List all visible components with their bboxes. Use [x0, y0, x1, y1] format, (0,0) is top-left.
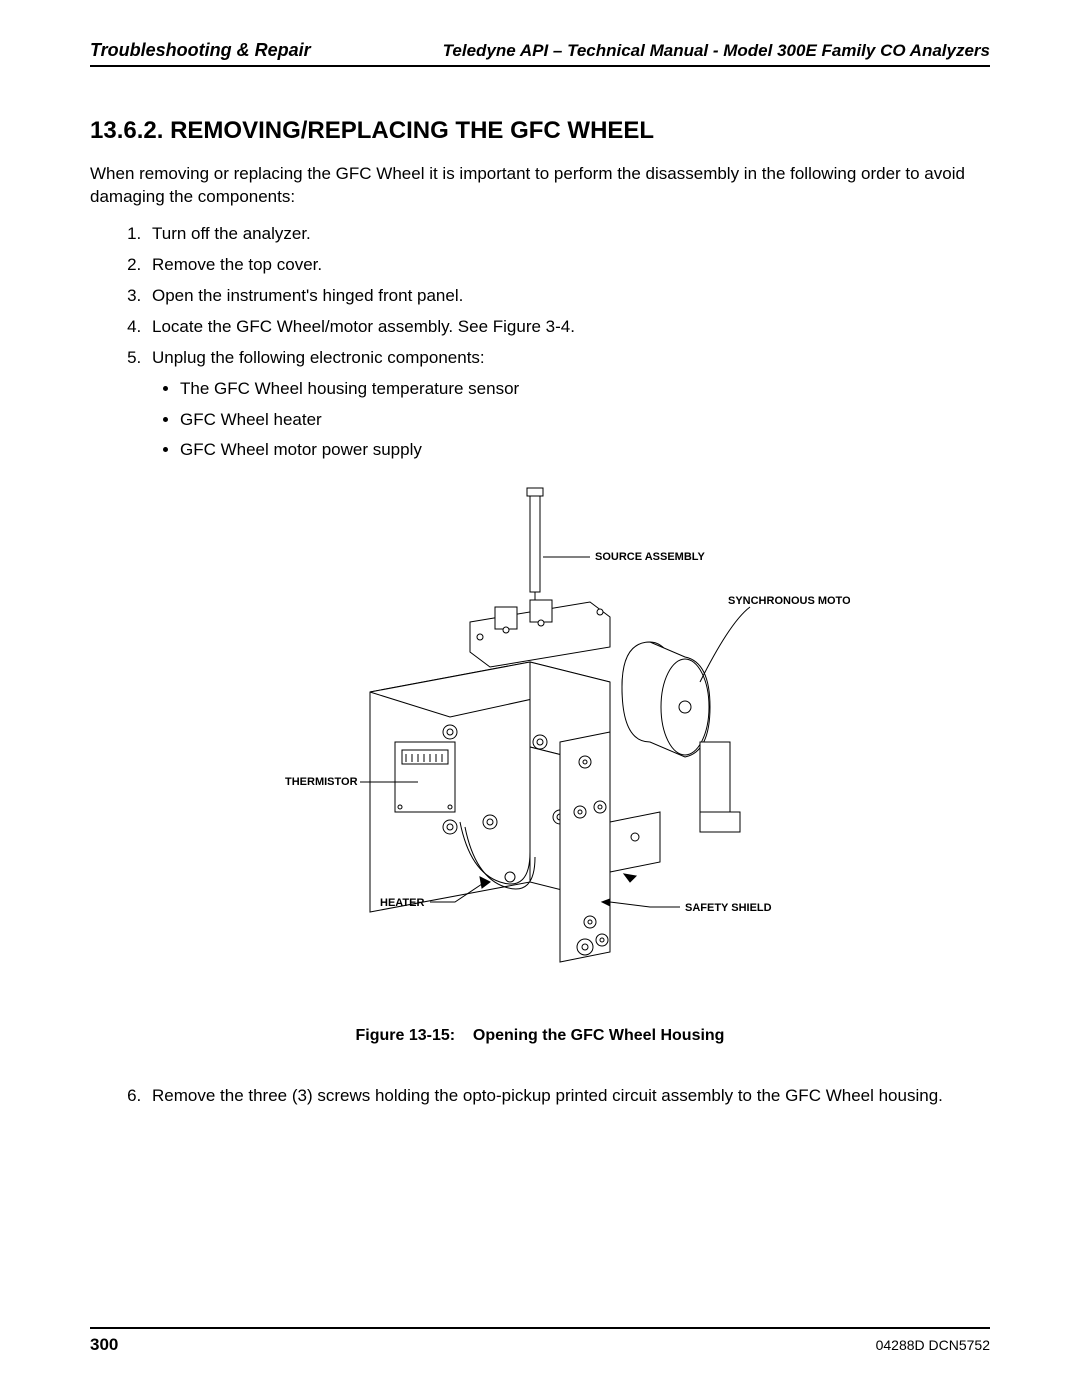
section-heading: 13.6.2. REMOVING/REPLACING THE GFC WHEEL	[90, 117, 990, 145]
label-synchronous-motor: SYNCHRONOUS MOTOR	[728, 595, 850, 607]
bullet-item: The GFC Wheel housing temperature sensor	[180, 378, 990, 401]
caption-text: Opening the GFC Wheel Housing	[473, 1027, 725, 1044]
step-item: Remove the top cover.	[146, 254, 990, 277]
step-item: Unplug the following electronic componen…	[146, 347, 990, 463]
intro-paragraph: When removing or replacing the GFC Wheel…	[90, 163, 990, 209]
label-safety-shield: SAFETY SHIELD	[685, 902, 772, 914]
section-number: 13.6.2.	[90, 117, 163, 144]
page-number: 300	[90, 1335, 118, 1355]
caption-prefix: Figure 13-15:	[356, 1027, 456, 1044]
sub-bullets: The GFC Wheel housing temperature sensor…	[180, 378, 990, 463]
section-title: REMOVING/REPLACING THE GFC WHEEL	[170, 117, 654, 144]
step-item: Open the instrument's hinged front panel…	[146, 285, 990, 308]
label-heater: HEATER	[380, 897, 424, 909]
gfc-wheel-diagram: SOURCE ASSEMBLY SYNCHRONOUS MOTOR THERMI…	[230, 482, 850, 1002]
header-left: Troubleshooting & Repair	[90, 40, 311, 61]
steps-list: Turn off the analyzer. Remove the top co…	[146, 223, 990, 463]
bullet-item: GFC Wheel heater	[180, 409, 990, 432]
label-thermistor: THERMISTOR	[285, 776, 358, 788]
step-text: Unplug the following electronic componen…	[152, 348, 485, 367]
step-item: Turn off the analyzer.	[146, 223, 990, 246]
bullet-item: GFC Wheel motor power supply	[180, 439, 990, 462]
header-right: Teledyne API – Technical Manual - Model …	[443, 41, 990, 61]
page-footer: 300 04288D DCN5752	[90, 1327, 990, 1355]
figure-caption: Figure 13-15: Opening the GFC Wheel Hous…	[90, 1027, 990, 1045]
step-item: Remove the three (3) screws holding the …	[146, 1085, 990, 1108]
figure-container: SOURCE ASSEMBLY SYNCHRONOUS MOTOR THERMI…	[90, 482, 990, 1007]
page-header: Troubleshooting & Repair Teledyne API – …	[90, 40, 990, 67]
step-item: Locate the GFC Wheel/motor assembly. See…	[146, 316, 990, 339]
steps-list-continued: Remove the three (3) screws holding the …	[146, 1085, 990, 1108]
doc-code: 04288D DCN5752	[876, 1337, 990, 1353]
label-source-assembly: SOURCE ASSEMBLY	[595, 551, 705, 563]
